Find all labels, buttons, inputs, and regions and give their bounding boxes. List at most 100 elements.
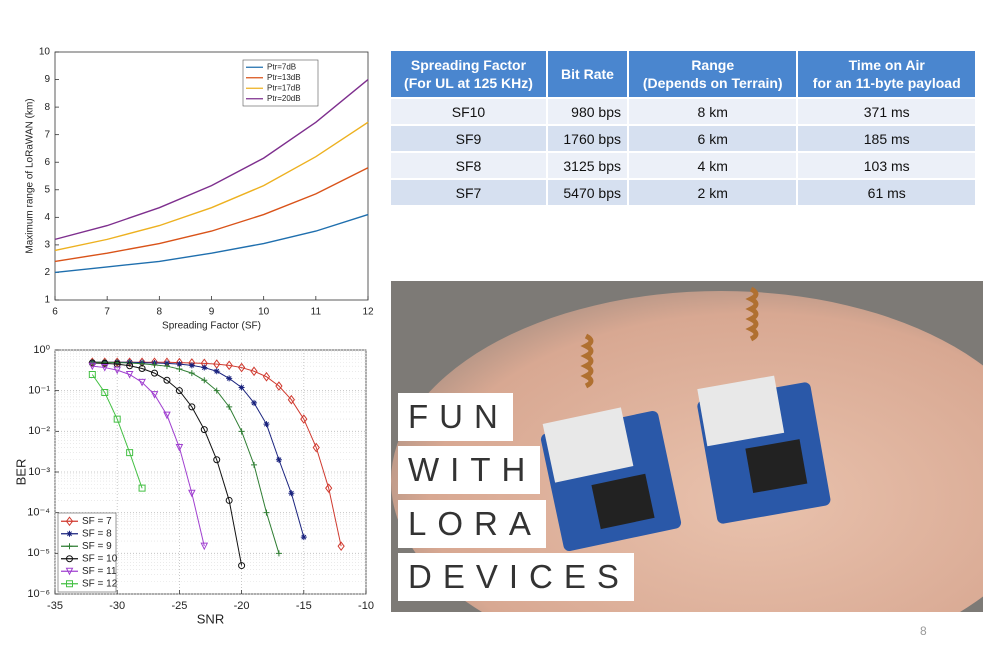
- overlay-word: FUN: [398, 393, 513, 441]
- y-tick-label: 3: [44, 240, 50, 251]
- legend-marker: [65, 567, 74, 576]
- module: [540, 333, 682, 552]
- data-point: [138, 484, 146, 492]
- data-point: [200, 542, 209, 551]
- data-point: [275, 550, 282, 557]
- table-row: SF10 980 bps 8 km 371 ms: [391, 97, 977, 125]
- table-cell: 3125 bps: [546, 151, 630, 179]
- data-point: [263, 509, 270, 516]
- data-point: [213, 387, 220, 394]
- data-point: [151, 369, 159, 377]
- data-point: [251, 461, 258, 468]
- table-cell: 371 ms: [797, 97, 977, 125]
- data-point: [300, 534, 307, 541]
- series-line: [92, 362, 243, 566]
- data-point: [201, 364, 208, 371]
- data-point: [88, 362, 97, 371]
- y-tick-label: 2: [44, 267, 50, 278]
- y-tick-label: 8: [44, 102, 50, 113]
- data-point: [226, 375, 233, 382]
- data-point: [325, 483, 333, 494]
- y-tick-label: 10: [39, 47, 51, 58]
- y-axis-label: BER: [13, 459, 28, 486]
- data-point: [113, 366, 122, 375]
- data-point: [163, 376, 171, 384]
- data-point: [188, 362, 195, 369]
- data-point: [101, 359, 109, 367]
- legend-marker: [66, 543, 73, 550]
- x-axis-label: SNR: [197, 611, 224, 626]
- overlay-word: WITH: [398, 446, 541, 494]
- data-point: [225, 497, 233, 504]
- data-point: [250, 366, 258, 377]
- x-tick-label: -30: [109, 600, 125, 612]
- y-tick-label: 7: [44, 129, 50, 140]
- legend-label: SF = 11: [82, 566, 117, 577]
- y-tick-label: 4: [44, 212, 50, 223]
- sf-table: Spreading Factor (For UL at 125 KHz) Bit…: [391, 51, 977, 205]
- header-cell: Range (Depends on Terrain): [628, 51, 799, 98]
- data-point: [275, 381, 283, 391]
- data-point: [262, 371, 271, 382]
- plot-area: [54, 51, 369, 301]
- data-point: [200, 426, 208, 434]
- data-point: [125, 370, 134, 379]
- data-point: [175, 387, 183, 395]
- data-point: [150, 391, 159, 399]
- table-cell: SF8: [391, 151, 548, 179]
- module: [697, 286, 831, 524]
- data-point: [251, 399, 258, 406]
- data-point: [188, 489, 196, 498]
- data-point: [113, 360, 121, 368]
- series-line: [91, 374, 143, 489]
- data-point: [337, 541, 345, 552]
- data-point: [188, 370, 195, 377]
- header-cell: Time on Air for an 11-byte payload: [797, 51, 977, 98]
- data-point: [213, 359, 221, 369]
- overlay-word: LORA: [398, 500, 546, 548]
- data-point: [213, 456, 221, 464]
- x-tick-label: 12: [362, 307, 374, 318]
- legend-marker: [66, 555, 74, 563]
- data-point: [176, 366, 183, 373]
- series-line: [92, 361, 280, 554]
- data-point: [237, 362, 246, 373]
- legend-label: SF = 7: [82, 516, 112, 527]
- series-line: [54, 121, 369, 252]
- data-point: [201, 377, 208, 384]
- legend-marker: [66, 580, 73, 588]
- x-tick-label: -10: [358, 600, 374, 612]
- table-cell: 103 ms: [797, 151, 977, 179]
- legend-label: SF = 10: [82, 553, 118, 564]
- y-tick-label: 10⁻⁵: [27, 547, 50, 559]
- y-tick-label: 1: [44, 295, 50, 306]
- x-tick-label: 8: [157, 307, 163, 318]
- data-point: [138, 378, 146, 387]
- data-point: [113, 415, 121, 423]
- table-cell: 980 bps: [546, 97, 630, 125]
- data-point: [300, 414, 308, 424]
- x-tick-label: 7: [104, 307, 110, 318]
- table-cell: 61 ms: [797, 178, 977, 205]
- x-tick-label: -15: [296, 600, 312, 612]
- header-cell: Bit Rate: [546, 51, 630, 98]
- table-cell: 1760 bps: [546, 124, 630, 152]
- data-point: [238, 562, 246, 569]
- series-line: [54, 79, 369, 241]
- table-cell: 2 km: [628, 178, 799, 205]
- data-point: [275, 456, 282, 463]
- overlay-word: DEVICES: [398, 553, 634, 601]
- data-point: [88, 370, 96, 378]
- x-tick-label: 6: [52, 307, 58, 318]
- legend-label: Ptr=17dB: [267, 83, 301, 92]
- legend-marker: [66, 530, 73, 537]
- data-point: [213, 368, 220, 375]
- y-tick-label: 10⁻³: [28, 466, 50, 478]
- data-point: [126, 362, 134, 370]
- data-point: [312, 442, 320, 453]
- table-cell: SF9: [391, 124, 548, 152]
- legend-box: [57, 512, 117, 593]
- y-tick-label: 9: [44, 74, 50, 85]
- table-row: SF9 1760 bps 6 km 185 ms: [391, 124, 977, 152]
